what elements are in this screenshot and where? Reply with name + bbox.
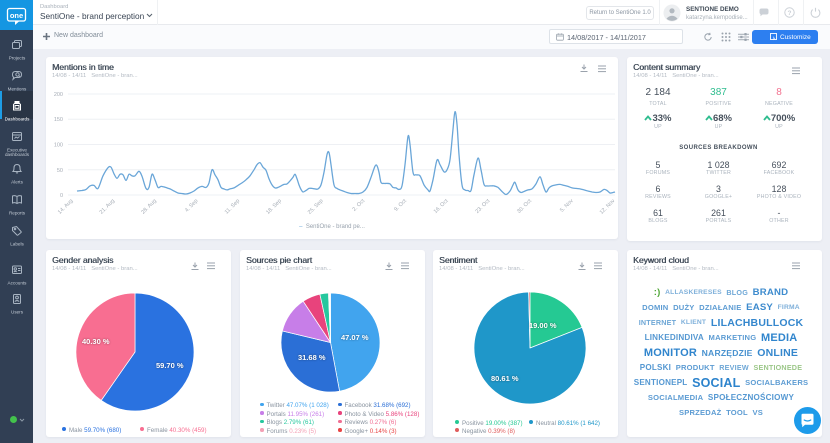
svg-text:21. Aug: 21. Aug (99, 198, 116, 215)
svg-text:12. Nov: 12. Nov (599, 198, 617, 216)
svg-text:11. Sep: 11. Sep (224, 198, 241, 215)
svg-text:4. Sep: 4. Sep (184, 198, 199, 213)
svg-text:30. Oct: 30. Oct (516, 198, 533, 215)
svg-text:14. Aug: 14. Aug (57, 198, 74, 215)
svg-text:one: one (10, 11, 23, 20)
svg-text:150: 150 (54, 117, 63, 123)
svg-text:18. Sep: 18. Sep (265, 198, 283, 216)
svg-text:23. Oct: 23. Oct (475, 198, 492, 215)
svg-text:0: 0 (60, 193, 63, 199)
svg-text:50: 50 (57, 168, 63, 174)
svg-text:2. Oct: 2. Oct (352, 198, 367, 213)
svg-text:100: 100 (54, 143, 63, 149)
svg-text:200: 200 (54, 92, 63, 98)
svg-text:25. Sep: 25. Sep (307, 198, 325, 216)
svg-text:28. Aug: 28. Aug (140, 198, 157, 215)
svg-text:9. Oct: 9. Oct (393, 198, 408, 213)
svg-text:?: ? (788, 10, 792, 17)
svg-text:16. Oct: 16. Oct (433, 198, 450, 215)
svg-text:5. Nov: 5. Nov (559, 198, 575, 214)
